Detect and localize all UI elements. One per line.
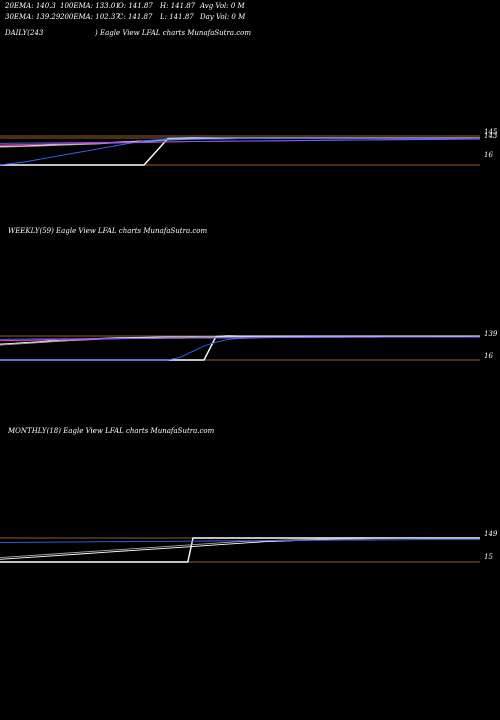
weekly-label-high: 139 — [484, 330, 498, 338]
weekly-chart — [0, 335, 481, 361]
monthly-label-low: 15 — [484, 553, 493, 561]
avg-vol-readout: Avg Vol: 0 M — [200, 2, 245, 10]
daily-label-mid: 143 — [484, 132, 498, 140]
daily-chart — [0, 135, 481, 166]
series-line — [0, 336, 480, 340]
daily-label-high: 145 — [484, 128, 498, 136]
ema30-readout: 30EMA: 139.29 — [5, 13, 61, 21]
close-readout: C: 141.87 — [118, 13, 153, 21]
high-readout: H: 141.87 — [160, 2, 196, 10]
ema20-readout: 20EMA: 140.3 — [5, 2, 56, 10]
series-line — [0, 538, 481, 543]
indicator-header: 20EMA: 140.3 100EMA: 133.01 O: 141.87 H:… — [0, 0, 500, 40]
weekly-label-low: 16 — [484, 352, 493, 360]
open-readout: O: 141.87 — [118, 2, 153, 10]
low-readout: L: 141.87 — [160, 13, 194, 21]
series-line — [0, 138, 481, 144]
monthly-period-label: MONTHLY(18) Eagle View LFAL charts Munaf… — [8, 427, 215, 435]
ema200-readout: 200EMA: 102.37 — [60, 13, 120, 21]
weekly-period-label: WEEKLY(59) Eagle View LFAL charts Munafa… — [8, 227, 208, 235]
series-line — [0, 537, 480, 559]
monthly-label-high: 149 — [484, 530, 498, 538]
daily-label-low: 16 — [484, 151, 493, 159]
monthly-chart — [0, 537, 481, 563]
daily-title: ) Eagle View LFAL charts MunafaSutra.com — [95, 29, 252, 37]
ema100-readout: 100EMA: 133.01 — [60, 2, 120, 10]
series-line — [0, 137, 480, 166]
day-vol-readout: Day Vol: 0 M — [200, 13, 246, 21]
daily-period-label: DAILY(243 — [5, 29, 44, 37]
series-line — [0, 137, 481, 166]
